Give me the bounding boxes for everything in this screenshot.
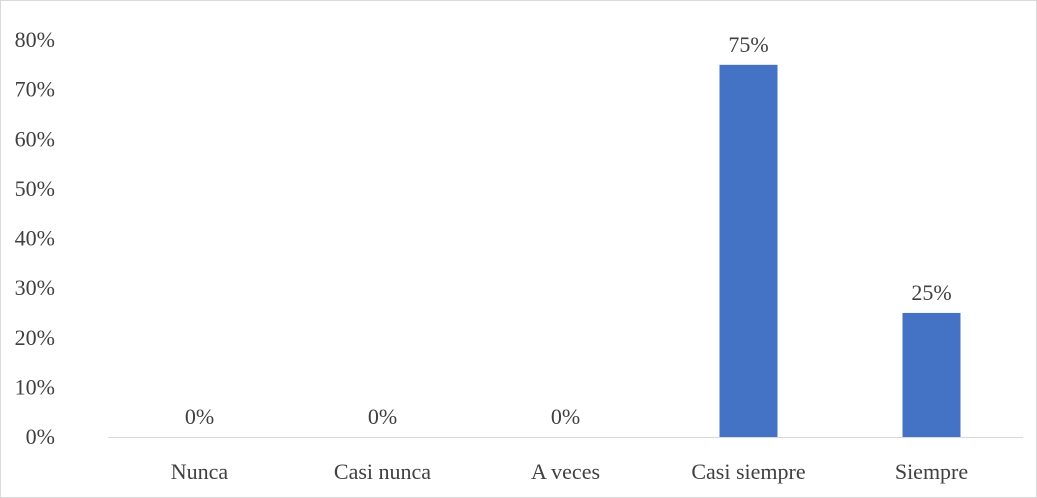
category-labels-group: Nunca Casi nunca A veces Casi siempre Siempr… [171, 459, 968, 484]
data-label: 0% [368, 404, 397, 429]
category-label: Siempre [895, 459, 968, 484]
data-label: 0% [185, 404, 214, 429]
y-tick-label: 30% [15, 275, 55, 300]
category-label: Casi nunca [334, 459, 431, 484]
bar-casi-siempre [719, 64, 778, 437]
y-tick-label: 70% [15, 77, 55, 102]
y-tick-label: 50% [15, 176, 55, 201]
y-tick-label: 10% [15, 374, 55, 399]
y-tick-label: 60% [15, 126, 55, 151]
y-tick-label: 40% [15, 226, 55, 251]
bars-group [719, 64, 961, 437]
y-tick-label: 0% [26, 424, 55, 449]
y-tick-label: 80% [15, 27, 55, 52]
category-label: Nunca [171, 459, 229, 484]
category-label: A veces [531, 459, 600, 484]
y-axis-ticks: 0% 10% 20% 30% 40% 50% 60% 70% 80% [15, 27, 55, 449]
category-label: Casi siempre [691, 459, 805, 484]
bar-siempre [902, 312, 961, 437]
y-tick-label: 20% [15, 325, 55, 350]
data-label: 0% [551, 404, 580, 429]
data-labels-group: 0% 0% 0% 75% 25% [185, 32, 952, 429]
data-label: 75% [728, 32, 768, 57]
data-label: 25% [911, 280, 951, 305]
